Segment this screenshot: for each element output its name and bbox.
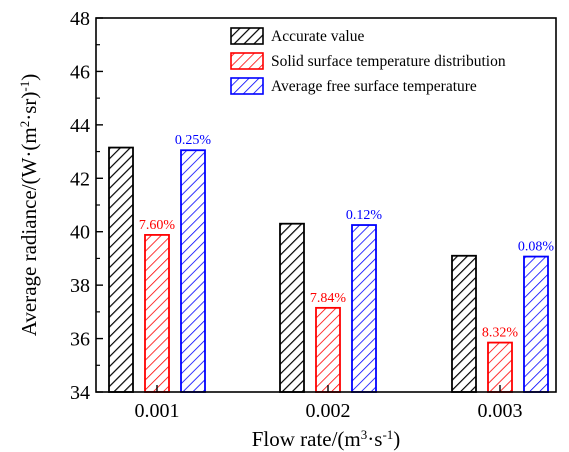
legend-swatch-accurate-value xyxy=(230,27,264,45)
bar-accurate-value-0.001 xyxy=(108,146,134,393)
y-tick-label: 46 xyxy=(70,61,90,83)
bar-solid-surface-0.003 xyxy=(487,341,513,393)
x-tick-label-0.002: 0.002 xyxy=(306,400,351,422)
legend-label-accurate-value: Accurate value xyxy=(271,28,364,45)
x-axis-title: Flow rate/(m3·s-1) xyxy=(252,427,401,452)
bar-average-free-surface-0.003 xyxy=(523,255,549,393)
y-tick-label: 42 xyxy=(70,168,90,190)
data-label-average-free-surface-0.002: 0.12% xyxy=(346,208,383,223)
x-tick-label-0.001: 0.001 xyxy=(135,400,180,422)
data-label-average-free-surface-0.003: 0.08% xyxy=(518,240,555,255)
y-axis: 34 36 38 40 42 44 46 48 xyxy=(70,8,103,404)
y-tick-label: 48 xyxy=(70,8,90,30)
legend-label-solid-surface: Solid surface temperature distribution xyxy=(271,53,506,70)
y-tick-label: 36 xyxy=(70,329,90,351)
bar-solid-surface-0.001 xyxy=(144,234,170,393)
bar-solid-surface-0.002 xyxy=(315,306,341,393)
data-label-solid-surface-0.003: 8.32% xyxy=(482,326,519,341)
y-tick-label: 40 xyxy=(70,222,90,244)
x-axis: 0.001 0.002 0.003 xyxy=(135,385,523,422)
bar-average-free-surface-0.002 xyxy=(351,224,377,393)
legend: Accurate value Solid surface temperature … xyxy=(230,27,506,95)
bars-group xyxy=(108,146,549,393)
y-tick-label: 34 xyxy=(70,382,90,404)
bar-accurate-value-0.002 xyxy=(279,222,305,393)
x-tick-label-0.003: 0.003 xyxy=(478,400,523,422)
y-tick-label: 38 xyxy=(70,275,90,297)
legend-swatch-average-free-surface xyxy=(230,77,264,95)
legend-swatch-solid-surface xyxy=(230,52,264,70)
bar-accurate-value-0.003 xyxy=(451,254,477,393)
data-label-solid-surface-0.001: 7.60% xyxy=(139,218,176,233)
legend-label-average-free-surface: Average free surface temperature xyxy=(271,78,477,95)
bar-average-free-surface-0.001 xyxy=(180,149,206,393)
data-label-average-free-surface-0.001: 0.25% xyxy=(175,133,212,148)
data-label-solid-surface-0.002: 7.84% xyxy=(310,291,347,306)
data-labels-group: 7.60% 0.25% 7.84% 0.12% 8.32% 0.08% xyxy=(139,133,555,340)
y-tick-label: 44 xyxy=(70,115,90,137)
y-axis-title: Average radiance/(W·(m2·sr)-1) xyxy=(17,74,42,336)
